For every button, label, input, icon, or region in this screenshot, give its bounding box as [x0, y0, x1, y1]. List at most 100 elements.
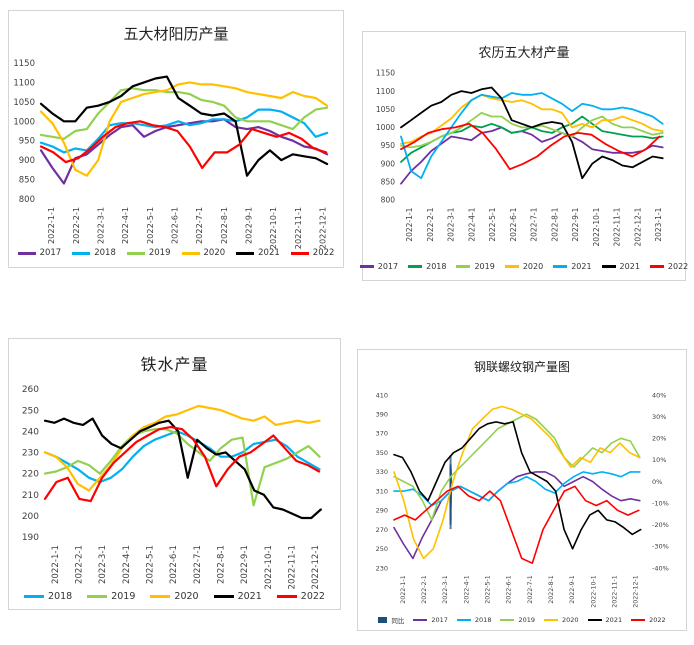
- y-tick-label: 390: [376, 410, 388, 418]
- y-tick-label: 260: [22, 385, 39, 395]
- series-line-2022: [400, 122, 661, 171]
- series-line-2017: [393, 471, 641, 560]
- legend-item: 2019: [87, 591, 135, 602]
- chart-legend: 2017 2018 2019 2020 2021 2021 2022: [359, 262, 689, 271]
- series-line-2020: [39, 81, 329, 177]
- y-tick-label: 350: [376, 449, 388, 457]
- x-tick-label: 2022-2-1: [426, 207, 435, 241]
- legend-label: 2017: [377, 262, 399, 271]
- legend-label: 2022: [312, 248, 335, 258]
- legend-swatch: [601, 265, 616, 268]
- chart-plot: 800 850 900 950 1000 1050 1100 1150 2022-1-1 2022…: [13, 59, 329, 249]
- legend-label: 2018: [48, 591, 73, 602]
- y-tick-label: 1000: [13, 117, 35, 127]
- y-tick-label: 950: [381, 141, 396, 150]
- series-line-2022: [43, 425, 321, 503]
- chart-panel-hot-metal: 190 200 210 220 230 240 250 260 2022-1-1 2022-2-1…: [8, 338, 341, 610]
- legend-item: 2022: [276, 591, 325, 602]
- x-tick-label: 2022-9-1: [571, 207, 580, 241]
- series-line-2020: [400, 93, 664, 145]
- legend-label: 2021: [258, 248, 280, 258]
- legend-item: 2021: [587, 616, 623, 624]
- x-tick-label: 2022-11-1: [611, 575, 618, 608]
- y-tick-label: 1050: [13, 98, 35, 108]
- legend-label: 同比: [391, 617, 405, 625]
- series-line-2020: [43, 404, 321, 492]
- series-line-2018: [400, 115, 664, 163]
- y2-tick-label: 10%: [652, 456, 666, 464]
- legend-item: 2018: [408, 262, 446, 271]
- y-tick-label: 850: [19, 176, 35, 186]
- y-tick-label: 250: [376, 545, 388, 553]
- legend-item: 2021: [236, 248, 280, 258]
- legend-swatch: [72, 251, 91, 255]
- legend-label: 2021: [237, 591, 262, 602]
- legend-label: 2019: [148, 248, 171, 258]
- x-tick-label: 2022-3-1: [98, 545, 108, 584]
- series-line-2017: [400, 126, 664, 185]
- series-line-2021: [39, 75, 329, 177]
- x-tick-label: 2022-2-1: [71, 207, 81, 244]
- x-tick-label: 2022-3-1: [442, 575, 449, 604]
- x-tick-label: 2022-4-1: [463, 575, 470, 604]
- y-tick-label: 200: [22, 512, 39, 522]
- y-tick-label: 950: [19, 137, 35, 147]
- y-tick-label: 1000: [376, 123, 395, 132]
- y-tick-label: 310: [376, 487, 388, 495]
- x-tick-label: 2022-7-1: [530, 207, 539, 241]
- chart-plot: 230 250 270 290 310 330 350 370 390 410 2022-1-1 20…: [376, 391, 669, 608]
- series-line-2021: [393, 421, 642, 550]
- chart-plot: 800 850 900 950 1000 1050 1100 1150 2022-1-1 2022…: [376, 69, 664, 246]
- legend-swatch: [150, 595, 171, 598]
- legend-swatch: [87, 595, 108, 598]
- legend-item: 2021: [213, 591, 262, 602]
- legend-swatch: [276, 595, 297, 598]
- legend-swatch: [126, 251, 145, 255]
- x-tick-label: 2022-7-1: [527, 575, 534, 604]
- legend-label: 2019: [474, 262, 495, 271]
- y-tick-label: 190: [22, 533, 39, 543]
- legend-item: 2018: [72, 248, 116, 258]
- series-line-2019: [39, 87, 329, 140]
- chart-panel-rebar: 230 250 270 290 310 330 350 370 390 410 2022-1-1 20…: [357, 349, 687, 631]
- legend-label: 2021: [619, 262, 640, 271]
- y-tick-label: 210: [22, 491, 39, 501]
- x-tick-label: 2022-9-1: [240, 545, 250, 584]
- legend-item: 2017: [413, 616, 448, 624]
- legend-item: 2022: [290, 248, 335, 258]
- legend-item: 2020: [544, 616, 579, 624]
- y-tick-label: 1150: [376, 69, 395, 78]
- chart-panel-wuda-lunar: 800 850 900 950 1000 1050 1100 1150 2022-1-1 2022…: [359, 31, 689, 281]
- legend-label: 2017: [39, 248, 62, 258]
- legend-swatch: [631, 619, 646, 621]
- x-tick-label: 2022-10-1: [264, 545, 274, 589]
- x-tick-label: 2022-1-1: [51, 545, 61, 584]
- x-tick-label: 2022-3-1: [96, 207, 106, 244]
- legend-label: 2020: [203, 248, 226, 258]
- x-tick-label: 2022-1-1: [46, 207, 56, 244]
- y-tick-label: 800: [19, 195, 35, 205]
- x-tick-label: 2022-8-1: [548, 575, 555, 604]
- legend-label: 2017: [431, 616, 448, 624]
- y-tick-label: 1050: [376, 105, 395, 114]
- legend-label: 2020: [562, 616, 579, 624]
- y-tick-label: 900: [381, 159, 396, 168]
- y2-tick-label: 20%: [652, 435, 666, 443]
- x-tick-label: 2022-8-1: [217, 545, 227, 584]
- y-tick-label: 850: [381, 177, 396, 186]
- legend-swatch: [649, 265, 664, 268]
- legend-item: 2017: [17, 248, 62, 258]
- legend-label: 2021: [605, 616, 623, 624]
- y-tick-label: 1100: [376, 87, 395, 96]
- x-tick-label: 2022-11-1: [288, 545, 298, 589]
- chart-plot: 190 200 210 220 230 240 250 260 2022-1-1 2022-2-1…: [22, 385, 322, 589]
- legend-label: 2022: [667, 262, 689, 271]
- x-tick-label: 2022-11-1: [293, 207, 303, 249]
- y-tick-label: 410: [376, 391, 388, 399]
- x-tick-label: 2022-9-1: [244, 207, 254, 244]
- y-tick-label: 230: [22, 449, 39, 459]
- legend-swatch: [544, 619, 558, 621]
- legend-item: 2018: [24, 591, 72, 602]
- y2-tick-label: 0%: [652, 478, 662, 486]
- x-tick-label: 2022-6-1: [169, 545, 179, 584]
